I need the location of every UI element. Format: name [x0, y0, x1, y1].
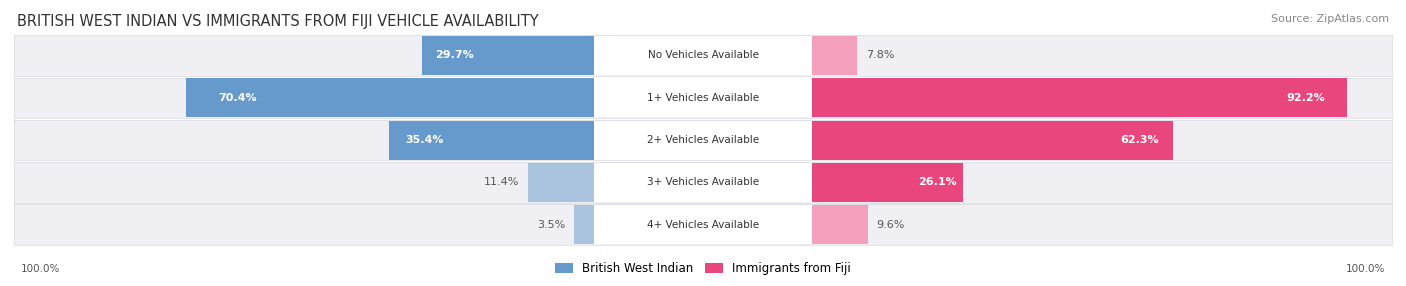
- Text: 9.6%: 9.6%: [876, 220, 904, 230]
- Text: 3+ Vehicles Available: 3+ Vehicles Available: [647, 178, 759, 187]
- Text: 2+ Vehicles Available: 2+ Vehicles Available: [647, 135, 759, 145]
- Text: BRITISH WEST INDIAN VS IMMIGRANTS FROM FIJI VEHICLE AVAILABILITY: BRITISH WEST INDIAN VS IMMIGRANTS FROM F…: [17, 14, 538, 29]
- Text: 26.1%: 26.1%: [918, 178, 957, 187]
- Text: 100.0%: 100.0%: [1346, 264, 1385, 274]
- Text: Source: ZipAtlas.com: Source: ZipAtlas.com: [1271, 14, 1389, 24]
- Text: 29.7%: 29.7%: [436, 51, 474, 60]
- Text: 70.4%: 70.4%: [218, 93, 257, 103]
- Text: 11.4%: 11.4%: [484, 178, 519, 187]
- Text: 7.8%: 7.8%: [866, 51, 894, 60]
- Text: 4+ Vehicles Available: 4+ Vehicles Available: [647, 220, 759, 230]
- Text: 3.5%: 3.5%: [537, 220, 565, 230]
- Text: 62.3%: 62.3%: [1121, 135, 1159, 145]
- Text: No Vehicles Available: No Vehicles Available: [648, 51, 758, 60]
- Text: 92.2%: 92.2%: [1286, 93, 1326, 103]
- Text: 100.0%: 100.0%: [21, 264, 60, 274]
- Text: 1+ Vehicles Available: 1+ Vehicles Available: [647, 93, 759, 103]
- Legend: British West Indian, Immigrants from Fiji: British West Indian, Immigrants from Fij…: [550, 258, 856, 280]
- Text: 35.4%: 35.4%: [405, 135, 444, 145]
